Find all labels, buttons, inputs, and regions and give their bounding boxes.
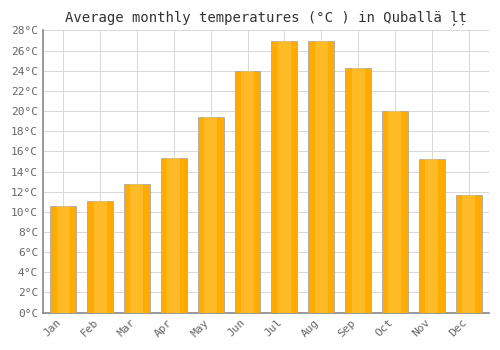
Bar	[50, 206, 76, 313]
Bar	[426, 160, 438, 313]
Bar	[308, 41, 334, 313]
Bar	[161, 159, 186, 313]
Bar	[382, 111, 408, 313]
Bar	[204, 117, 217, 313]
Bar	[234, 71, 260, 313]
Bar	[124, 184, 150, 313]
Bar	[315, 41, 328, 313]
Bar	[57, 206, 70, 313]
Bar	[388, 111, 402, 313]
Bar	[272, 41, 297, 313]
Bar	[198, 117, 224, 313]
Bar	[87, 201, 113, 313]
Bar	[168, 159, 180, 313]
Title: Average monthly temperatures (°C ) in Quballä ļṭ: Average monthly temperatures (°C ) in Qu…	[65, 11, 467, 26]
Bar	[278, 41, 291, 313]
Bar	[241, 71, 254, 313]
Bar	[130, 184, 143, 313]
Bar	[456, 195, 481, 313]
Bar	[352, 68, 364, 313]
Bar	[94, 201, 106, 313]
Bar	[419, 160, 444, 313]
Bar	[462, 195, 475, 313]
Bar	[345, 68, 371, 313]
